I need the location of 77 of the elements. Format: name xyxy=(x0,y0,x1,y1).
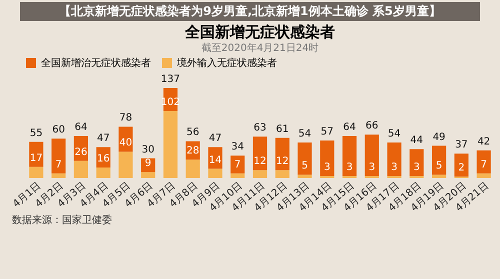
chart-title: 全国新增无症状感染者 xyxy=(184,23,335,41)
data-label: 14 xyxy=(208,154,222,166)
data-label: 3 xyxy=(391,162,398,174)
bar xyxy=(454,154,468,177)
bar xyxy=(476,173,491,178)
data-label: 3 xyxy=(368,162,376,174)
data-label: 2 xyxy=(458,162,465,174)
bar xyxy=(96,167,110,178)
data-label: 7 xyxy=(55,159,62,170)
legend-label: 境外输入无症状感染者 xyxy=(176,57,277,69)
total-label: 63 xyxy=(254,122,266,134)
bar xyxy=(275,170,290,178)
total-label: 42 xyxy=(477,136,490,148)
chart-subtitle: 截至2020年4月21日24时 xyxy=(201,42,319,54)
total-label: 37 xyxy=(455,140,468,151)
data-label: 40 xyxy=(119,138,132,149)
bar xyxy=(432,174,446,178)
bar xyxy=(52,138,66,174)
data-label: 3 xyxy=(413,162,420,174)
bar xyxy=(52,173,66,178)
bar xyxy=(29,142,44,167)
bar xyxy=(118,152,133,178)
bar xyxy=(208,168,222,178)
bar xyxy=(432,146,446,175)
data-label: 26 xyxy=(74,146,88,158)
text: 【北京新增无症状感染者为9岁男童,北京新增1例本土确诊 系5岁男童】 xyxy=(20,2,480,21)
total-label: 60 xyxy=(52,124,65,136)
bar xyxy=(387,142,402,176)
total-label: 49 xyxy=(432,132,446,143)
data-label: 16 xyxy=(96,153,110,164)
data-label: 12 xyxy=(254,156,266,168)
bar xyxy=(252,136,268,170)
data-label: 17 xyxy=(30,152,43,164)
total-label: 47 xyxy=(208,133,222,144)
bar xyxy=(29,166,44,178)
total-label: 30 xyxy=(142,144,154,156)
data-label: 9 xyxy=(144,158,152,170)
bar xyxy=(298,142,312,175)
bar xyxy=(275,138,290,170)
bar xyxy=(298,174,312,178)
total-label: 64 xyxy=(343,122,356,133)
bar xyxy=(186,160,200,178)
total-label: 55 xyxy=(30,128,43,139)
bar xyxy=(252,170,268,178)
total-label: 34 xyxy=(231,142,244,153)
total-label: 54 xyxy=(298,128,312,140)
bar xyxy=(320,140,334,176)
data-label: 28 xyxy=(186,146,200,157)
total-label: 56 xyxy=(186,127,200,138)
data-label: 3 xyxy=(324,162,330,174)
total-label: 78 xyxy=(119,112,132,124)
total-label: 57 xyxy=(320,126,334,138)
source-note: 数据来源：国家卫健委 xyxy=(11,214,113,227)
bar xyxy=(74,160,88,178)
bar xyxy=(476,150,491,174)
data-label: 7 xyxy=(480,159,487,170)
bar xyxy=(342,136,357,176)
total-label: 44 xyxy=(410,135,424,146)
bar xyxy=(163,110,178,178)
data-label: 5 xyxy=(302,160,308,172)
bar xyxy=(364,134,379,176)
bar xyxy=(410,149,424,176)
data-label: 3 xyxy=(346,162,353,174)
bar xyxy=(230,173,245,178)
total-label: 47 xyxy=(96,133,110,144)
bar xyxy=(230,156,245,174)
data-label: 5 xyxy=(436,160,442,172)
data-label: 7 xyxy=(234,159,241,170)
total-label: 137 xyxy=(160,74,180,85)
bar xyxy=(208,147,222,169)
bar xyxy=(141,172,156,178)
total-label: 66 xyxy=(366,120,378,132)
data-label: 12 xyxy=(276,156,289,168)
total-label: 64 xyxy=(74,122,88,133)
total-label: 54 xyxy=(388,128,401,140)
total-label: 61 xyxy=(276,124,289,135)
legend-label: 全国新增治无症状感染者 xyxy=(41,57,151,69)
